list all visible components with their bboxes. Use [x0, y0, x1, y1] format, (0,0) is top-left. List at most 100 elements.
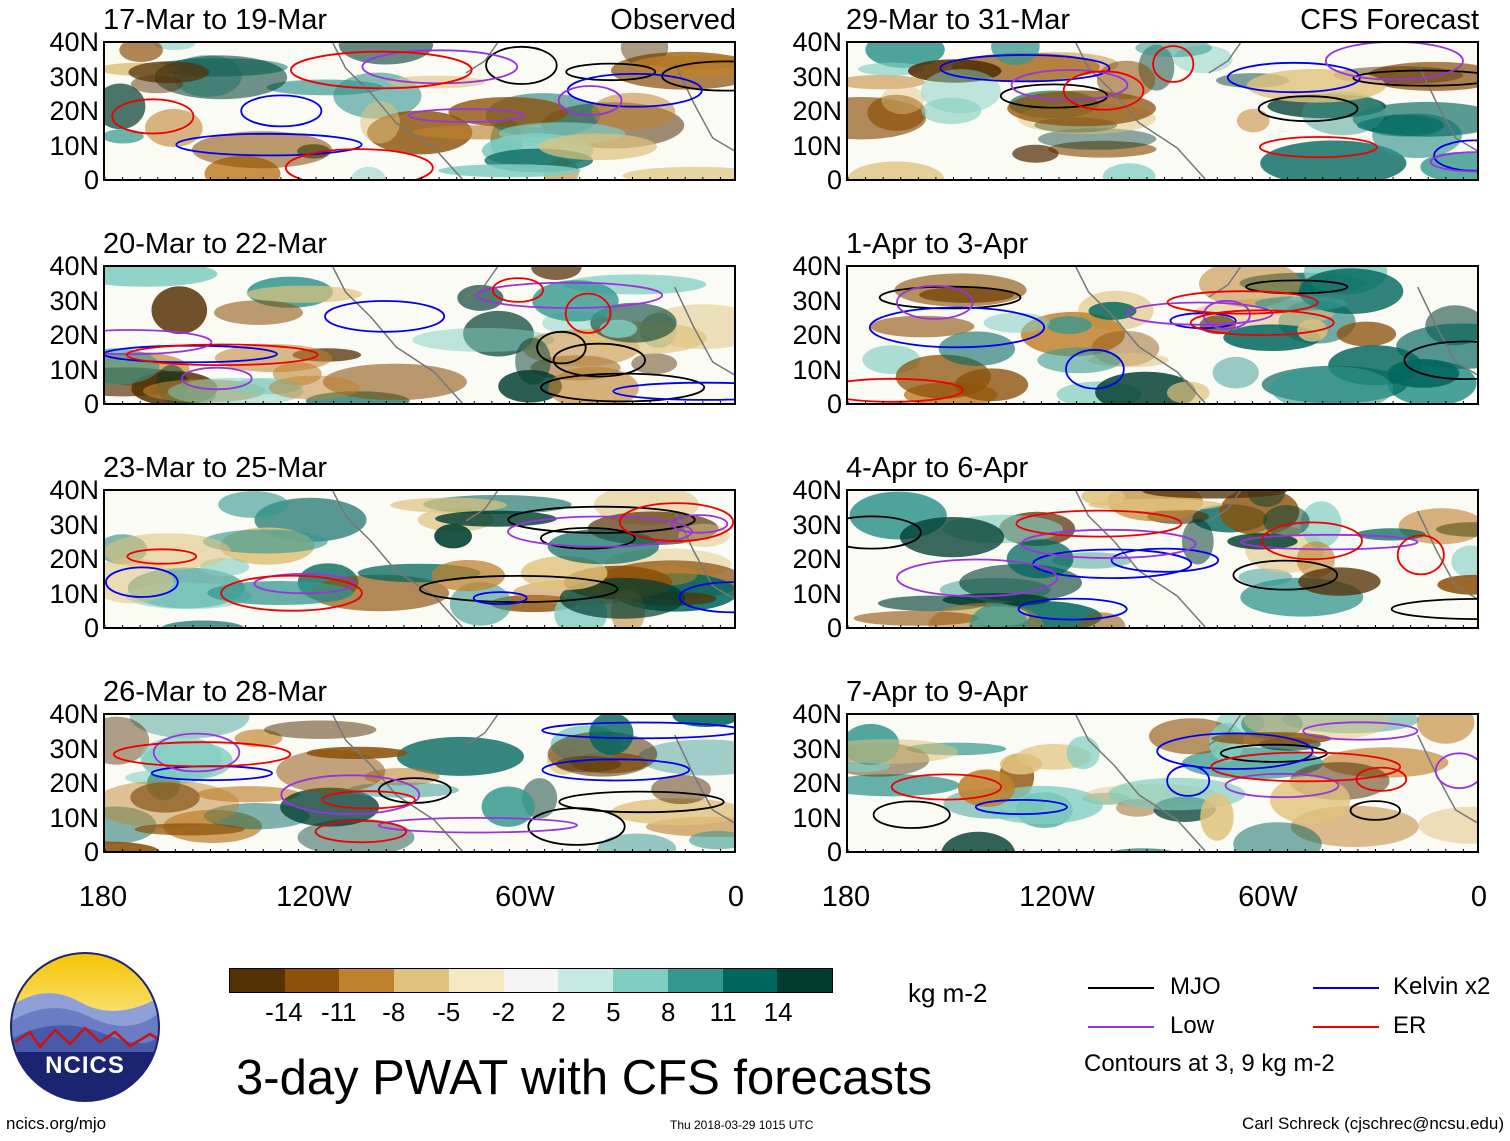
- pwat-anomaly-blob: [105, 83, 146, 130]
- colorbar-label: 2: [551, 997, 566, 1027]
- ncics-logo[interactable]: NCICS: [10, 952, 160, 1102]
- footer-link[interactable]: ncics.org/mjo: [6, 1114, 107, 1133]
- colorbar-label: -14: [265, 997, 303, 1027]
- pwat-anomaly-blob: [515, 337, 551, 385]
- pwat-anomaly-blob: [941, 831, 1016, 851]
- pwat-anomaly-blob: [481, 786, 535, 827]
- colorbar-label: 5: [606, 997, 621, 1027]
- pwat-anomaly-blob: [105, 806, 157, 844]
- contour-line: [1156, 732, 1314, 770]
- pwat-anomaly-blob: [161, 620, 244, 627]
- lon-label: 120W: [276, 881, 352, 913]
- pwat-anomaly-blob: [268, 375, 361, 400]
- pwat-anomaly-blob: [338, 43, 434, 65]
- pwat-anomaly-blob: [1298, 567, 1381, 596]
- pwat-anomaly-blob: [105, 348, 160, 385]
- pwat-anomaly-blob: [848, 739, 959, 764]
- pwat-anomaly-blob: [1012, 144, 1059, 163]
- lat-label: 10N: [792, 578, 842, 609]
- colorbar-label: 14: [763, 997, 793, 1027]
- pwat-anomaly-blob: [589, 715, 634, 755]
- lat-label: 0: [83, 389, 99, 419]
- pwat-anomaly-blob: [1246, 69, 1386, 103]
- pwat-anomaly-blob: [1088, 301, 1137, 320]
- pwat-map: [846, 41, 1479, 181]
- contour-line: [612, 381, 734, 401]
- contour-line: [1390, 598, 1477, 620]
- panel-tag: Observed: [610, 4, 736, 36]
- contour-line: [1166, 764, 1211, 797]
- contour-line: [1302, 721, 1419, 741]
- contour-line: [1032, 548, 1193, 580]
- contour-line: [1258, 136, 1378, 159]
- lat-label: 40N: [792, 699, 842, 729]
- lat-label: 0: [83, 165, 99, 195]
- contour-line: [280, 774, 421, 815]
- colorbar-cell: [667, 969, 723, 992]
- pwat-anomaly-blob: [297, 818, 415, 851]
- pwat-anomaly-blob: [597, 833, 677, 851]
- contour-line: [552, 342, 646, 378]
- pwat-anomaly-blob: [350, 166, 387, 179]
- pwat-anomaly-blob: [969, 603, 1029, 627]
- pwat-anomaly-blob: [1270, 776, 1351, 824]
- contour-line: [377, 816, 579, 834]
- pwat-anomaly-blob: [865, 43, 945, 68]
- contour-line: [1062, 70, 1145, 111]
- legend-er-label: ER: [1393, 1012, 1427, 1039]
- pwat-anomaly-blob: [532, 280, 619, 322]
- contour-line: [289, 50, 473, 90]
- pwat-anomaly-blob: [130, 782, 200, 813]
- legend-low-line: [1088, 1026, 1154, 1028]
- contour-line: [407, 108, 526, 123]
- pwat-anomaly-blob: [1336, 321, 1397, 347]
- pwat-map: [846, 713, 1479, 853]
- contour-line: [896, 285, 974, 320]
- pwat-anomaly-blob: [1271, 366, 1394, 403]
- pwat-anomaly-blob: [1066, 736, 1100, 770]
- pwat-anomaly-blob: [651, 774, 711, 805]
- contour-line: [974, 799, 1068, 816]
- contour-line: [476, 281, 664, 309]
- pwat-anomaly-blob: [1199, 267, 1301, 308]
- contour-line: [1403, 340, 1477, 380]
- pwat-anomaly-blob: [1255, 296, 1348, 311]
- contour-line: [1224, 772, 1340, 799]
- colorbar-label: 11: [709, 997, 737, 1027]
- contour-line: [1434, 752, 1477, 789]
- pwat-anomaly-blob: [1356, 528, 1426, 541]
- contour-line: [1210, 751, 1402, 783]
- pwat-anomaly-blob: [848, 774, 960, 797]
- colorbar-cell: [722, 969, 778, 992]
- lat-label: 10N: [49, 578, 99, 609]
- pwat-anomaly-blob: [1297, 319, 1328, 342]
- pwat-anomaly-blob: [1200, 793, 1234, 841]
- lat-label: 20N: [792, 320, 842, 350]
- lat-label: 10N: [49, 354, 99, 385]
- pwat-anomaly-blob: [1006, 539, 1074, 579]
- pwat-anomaly-blob: [1236, 108, 1270, 133]
- pwat-anomaly-blob: [119, 43, 163, 63]
- pwat-anomaly-blob: [853, 610, 980, 626]
- lat-label: 10N: [49, 130, 99, 161]
- pwat-anomaly-blob: [1142, 491, 1287, 499]
- contour-line: [485, 45, 558, 85]
- footer-author: Carl Schreck (cjschrec@ncsu.edu): [1242, 1114, 1504, 1133]
- contour-line: [284, 148, 434, 179]
- contour-line: [541, 721, 734, 740]
- pwat-anomaly-blob: [591, 92, 676, 130]
- pwat-anomaly-blob: [1037, 128, 1157, 150]
- colorbar-cell: [448, 969, 504, 992]
- legend-note: Contours at 3, 9 kg m-2: [1084, 1050, 1335, 1077]
- pwat-map: [103, 41, 736, 181]
- lat-label: 30N: [792, 509, 842, 540]
- contour-line: [1110, 547, 1220, 573]
- lat-label: 0: [826, 389, 842, 419]
- contour-line: [527, 807, 626, 846]
- lat-label: 20N: [792, 544, 842, 574]
- contour-line: [541, 758, 691, 782]
- lat-label: 20N: [792, 768, 842, 798]
- lat-label: 20N: [792, 96, 842, 126]
- pwat-anomaly-blob: [105, 129, 144, 144]
- lat-label: 20N: [49, 320, 99, 350]
